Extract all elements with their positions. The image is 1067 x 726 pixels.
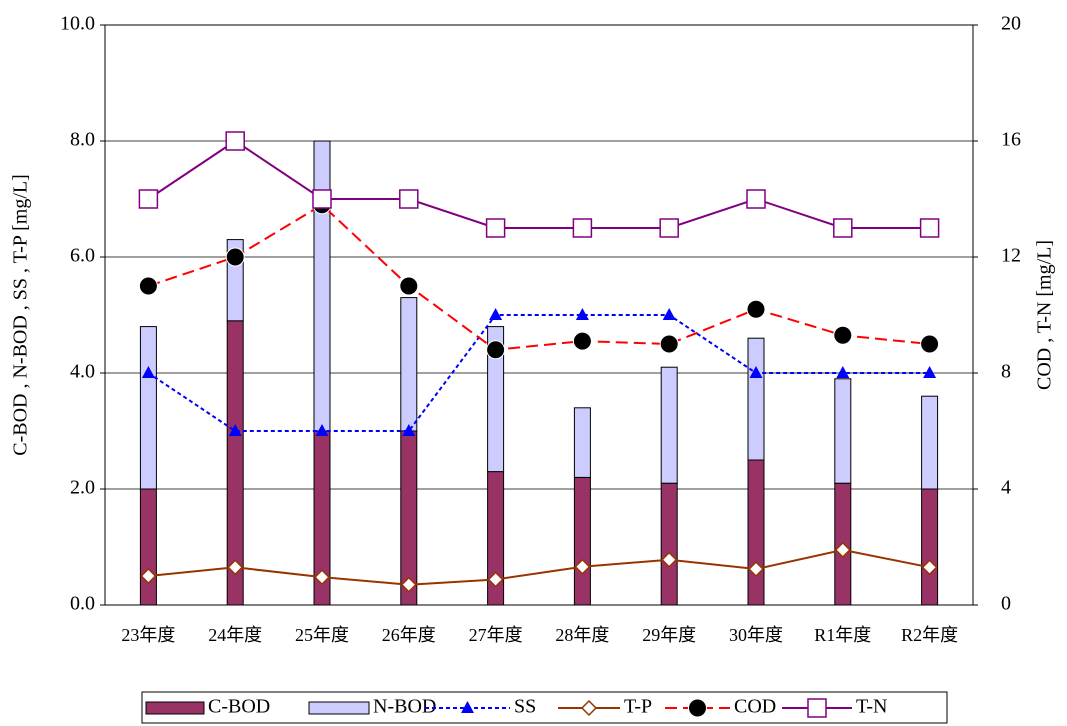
y-tick-label: 4.0 <box>70 361 95 383</box>
legend-label: C-BOD <box>208 696 270 718</box>
marker <box>572 218 593 238</box>
marker <box>487 571 504 588</box>
marker <box>225 247 245 267</box>
marker <box>923 366 937 378</box>
marker <box>661 551 678 568</box>
line <box>147 139 930 229</box>
y-tick-label: 2.0 <box>70 477 95 499</box>
marker <box>138 189 159 209</box>
bar <box>921 488 939 606</box>
y2-tick-label: 8 <box>1001 361 1011 383</box>
marker <box>746 299 766 319</box>
marker <box>138 276 158 296</box>
bar <box>747 337 765 461</box>
marker <box>140 567 157 585</box>
marker <box>312 189 332 209</box>
y-tick-label: 10.0 <box>60 13 95 35</box>
y-tick-label: 8.0 <box>70 129 95 151</box>
bar <box>400 297 418 432</box>
marker <box>746 189 766 209</box>
legend-swatch <box>145 701 205 715</box>
marker <box>486 340 506 360</box>
bar <box>573 476 591 606</box>
marker <box>572 331 592 351</box>
marker <box>834 541 851 558</box>
x-tick-label: R2年度 <box>901 625 958 645</box>
bar <box>313 140 331 432</box>
marker <box>315 424 329 436</box>
marker <box>836 366 850 378</box>
marker <box>833 218 853 238</box>
x-tick-label: 24年度 <box>208 625 262 645</box>
y2-axis-title: COD , T-N [mg/L] <box>1034 240 1056 390</box>
marker <box>399 276 419 296</box>
legend-label: N-BOD <box>373 696 436 718</box>
bar <box>139 326 157 490</box>
x-tick-label: 26年度 <box>382 625 436 645</box>
marker <box>920 334 940 354</box>
bar <box>660 482 678 606</box>
bar <box>921 395 939 490</box>
legend-label: SS <box>514 696 536 718</box>
x-tick-label: 30年度 <box>729 625 783 645</box>
marker <box>747 560 765 578</box>
y2-tick-label: 4 <box>1001 477 1011 499</box>
marker <box>313 569 331 586</box>
y2-tick-label: 0 <box>1001 593 1011 615</box>
plot-frame <box>104 24 974 606</box>
marker <box>662 308 676 320</box>
bar <box>834 378 852 484</box>
marker <box>919 218 940 238</box>
y-tick-label: 0.0 <box>70 593 95 615</box>
marker <box>227 559 244 576</box>
y2-tick-label: 16 <box>1001 129 1021 151</box>
marker <box>228 424 242 436</box>
legend-marker <box>461 701 474 713</box>
legend-marker <box>807 698 827 718</box>
y2-tick-label: 20 <box>1001 13 1021 35</box>
marker <box>575 308 589 320</box>
marker <box>225 131 245 151</box>
y-tick-label: 6.0 <box>70 245 95 267</box>
line <box>148 548 930 586</box>
marker <box>399 189 419 209</box>
legend-label: COD <box>734 696 776 718</box>
bar <box>487 326 505 473</box>
marker <box>400 576 417 593</box>
marker <box>141 366 155 378</box>
marker <box>921 559 938 576</box>
marker <box>749 366 763 378</box>
legend-marker <box>688 698 707 718</box>
line <box>147 314 930 432</box>
x-tick-label: 23年度 <box>121 625 175 645</box>
legend-label: T-P <box>624 696 652 718</box>
x-tick-label: 29年度 <box>642 625 696 645</box>
legend-swatch <box>308 701 370 715</box>
marker <box>659 218 679 238</box>
y-axis-title: C-BOD , N-BOD , SS , T-P [mg/L] <box>10 174 32 456</box>
y2-tick-label: 12 <box>1001 245 1021 267</box>
marker <box>574 558 591 575</box>
legend-label: T-N <box>856 696 887 718</box>
bar <box>573 407 591 478</box>
legend-marker <box>580 699 598 717</box>
x-tick-label: 27年度 <box>469 625 523 645</box>
bar <box>660 366 678 484</box>
bar <box>747 459 765 606</box>
marker <box>659 334 679 354</box>
bar <box>139 488 157 606</box>
x-tick-label: R1年度 <box>814 625 871 645</box>
x-tick-label: 25年度 <box>295 625 349 645</box>
marker <box>833 325 853 345</box>
marker <box>489 308 503 320</box>
marker <box>402 424 416 436</box>
x-tick-label: 28年度 <box>555 625 609 645</box>
marker <box>485 218 506 238</box>
